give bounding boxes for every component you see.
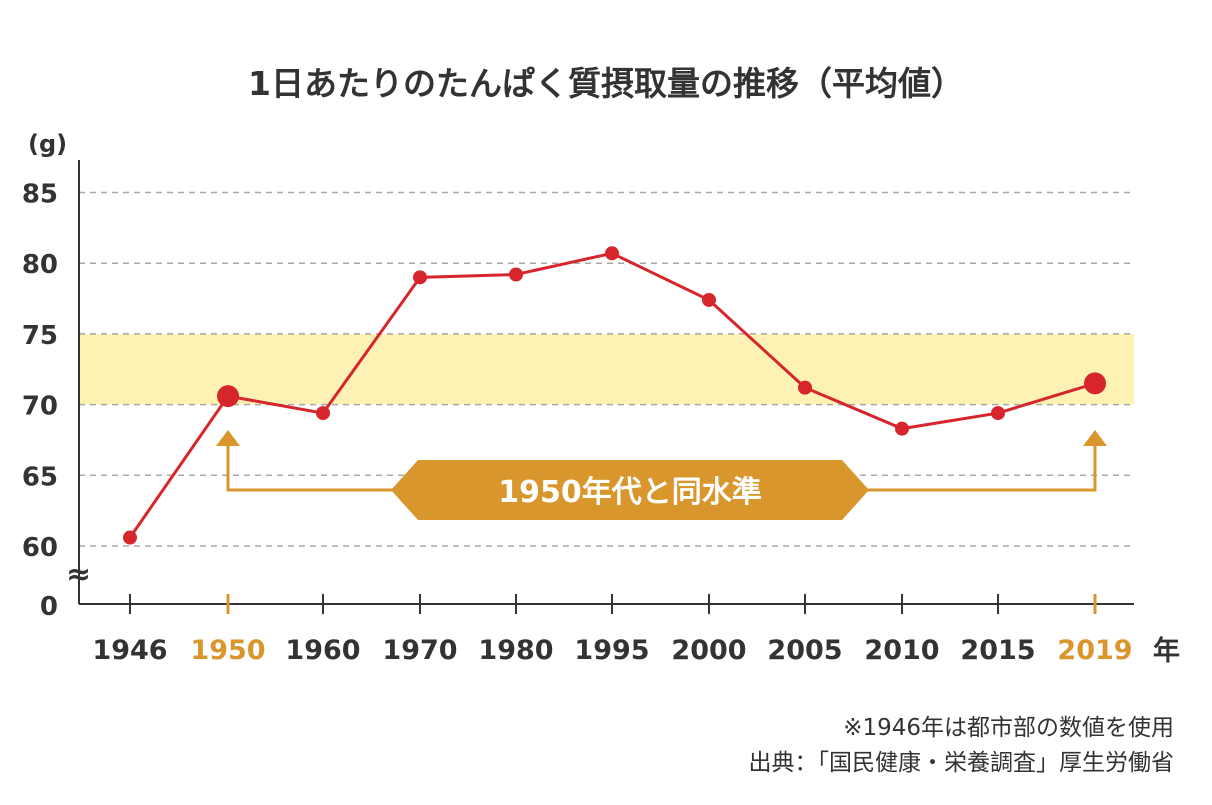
x-tick-label-2000: 2000	[671, 635, 746, 666]
x-tick-label-1995: 1995	[574, 635, 649, 666]
x-tick-label-1946: 1946	[92, 635, 167, 666]
y-axis-unit: (g)	[28, 130, 67, 158]
x-tick-label-1960: 1960	[285, 635, 360, 666]
data-point-1970	[413, 270, 427, 285]
y-tick-label-85: 85	[22, 180, 58, 210]
y-tick-label-70: 70	[22, 392, 58, 422]
x-tick-label-2019: 2019	[1057, 635, 1132, 666]
x-tick-label-2010: 2010	[864, 635, 939, 666]
x-tick-label-1970: 1970	[382, 635, 457, 666]
y-tick-label-75: 75	[22, 321, 58, 351]
x-tick-label-1950: 1950	[190, 635, 265, 666]
x-axis-unit: 年	[1153, 635, 1180, 667]
data-point-2015	[991, 406, 1005, 421]
data-point-1960	[316, 406, 330, 421]
target-band	[79, 333, 1134, 405]
data-point-1995	[605, 246, 619, 261]
footnote: ※1946年は都市部の数値を使用	[843, 715, 1174, 741]
annotation-arrow-start	[216, 430, 240, 446]
y-tick-label-65: 65	[22, 462, 58, 492]
x-tick-label-2005: 2005	[767, 635, 842, 666]
data-point-1946	[123, 530, 137, 545]
annotation-arrow-end	[1083, 430, 1107, 446]
y-zero-label: 0	[40, 592, 58, 622]
annotation-label: 1950年代と同水準	[498, 475, 762, 510]
x-tick-labels: 1946 1950 1960 1970 1980 1995 2000 2005 2010 2015…	[92, 635, 1132, 666]
x-tick-label-2015: 2015	[960, 635, 1035, 666]
data-point-1950	[217, 385, 239, 408]
data-point-2010	[895, 421, 909, 436]
annotation-label-box	[391, 460, 869, 520]
series-points	[123, 246, 1106, 545]
data-point-2005	[798, 380, 812, 395]
data-point-2000	[702, 292, 716, 307]
y-tick-label-80: 80	[22, 250, 58, 280]
source-note: 出典：「国民健康・栄養調査」厚生労働省	[748, 750, 1175, 776]
y-tick-labels: 60 65 70 75 80 85	[22, 180, 58, 564]
data-point-1980	[509, 267, 523, 282]
annotation-bracket: 1950年代と同水準	[216, 430, 1107, 520]
x-ticks	[129, 594, 1097, 614]
data-point-2019	[1084, 372, 1106, 395]
y-tick-label-60: 60	[22, 533, 58, 563]
x-tick-label-1980: 1980	[478, 635, 553, 666]
chart-title: 1日あたりのたんぱく質摂取量の推移（平均値）	[248, 64, 964, 103]
